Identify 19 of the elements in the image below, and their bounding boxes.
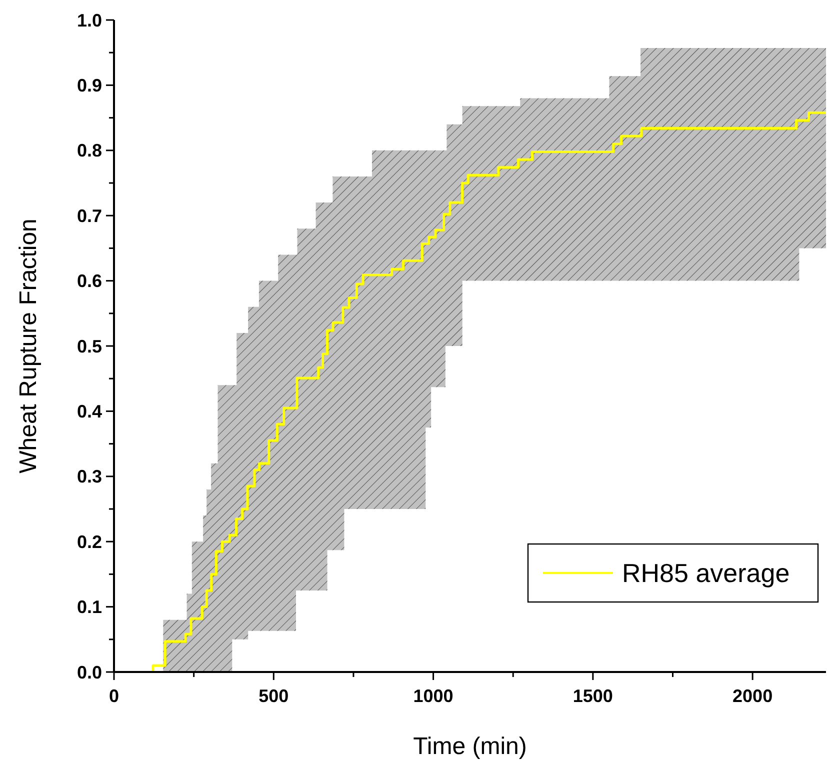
y-tick-label: 0.8 [76,140,102,161]
x-axis-title: Time (min) [413,733,527,760]
x-tick-label: 1000 [413,686,454,706]
y-axis-title: Wheat Rupture Fraction [15,218,42,474]
y-tick-label: 0.0 [76,662,102,682]
y-tick-label: 0.9 [76,76,102,96]
x-tick-label: 500 [258,686,289,706]
x-tick-label: 0 [108,686,120,706]
y-tick-label: 0.1 [76,597,102,618]
legend-label: RH85 average [622,558,790,588]
y-tick-label: 0.5 [76,336,102,356]
y-tick-label: 0.6 [76,271,102,292]
y-tick-label: 0.2 [76,532,102,552]
y-tick-label: 0.4 [76,402,102,422]
y-tick-label: 1.0 [76,10,102,30]
x-tick-label: 1500 [572,686,613,706]
x-tick-label: 2000 [732,686,773,706]
y-tick-label: 0.3 [76,466,102,487]
y-tick-label: 0.7 [76,206,102,226]
